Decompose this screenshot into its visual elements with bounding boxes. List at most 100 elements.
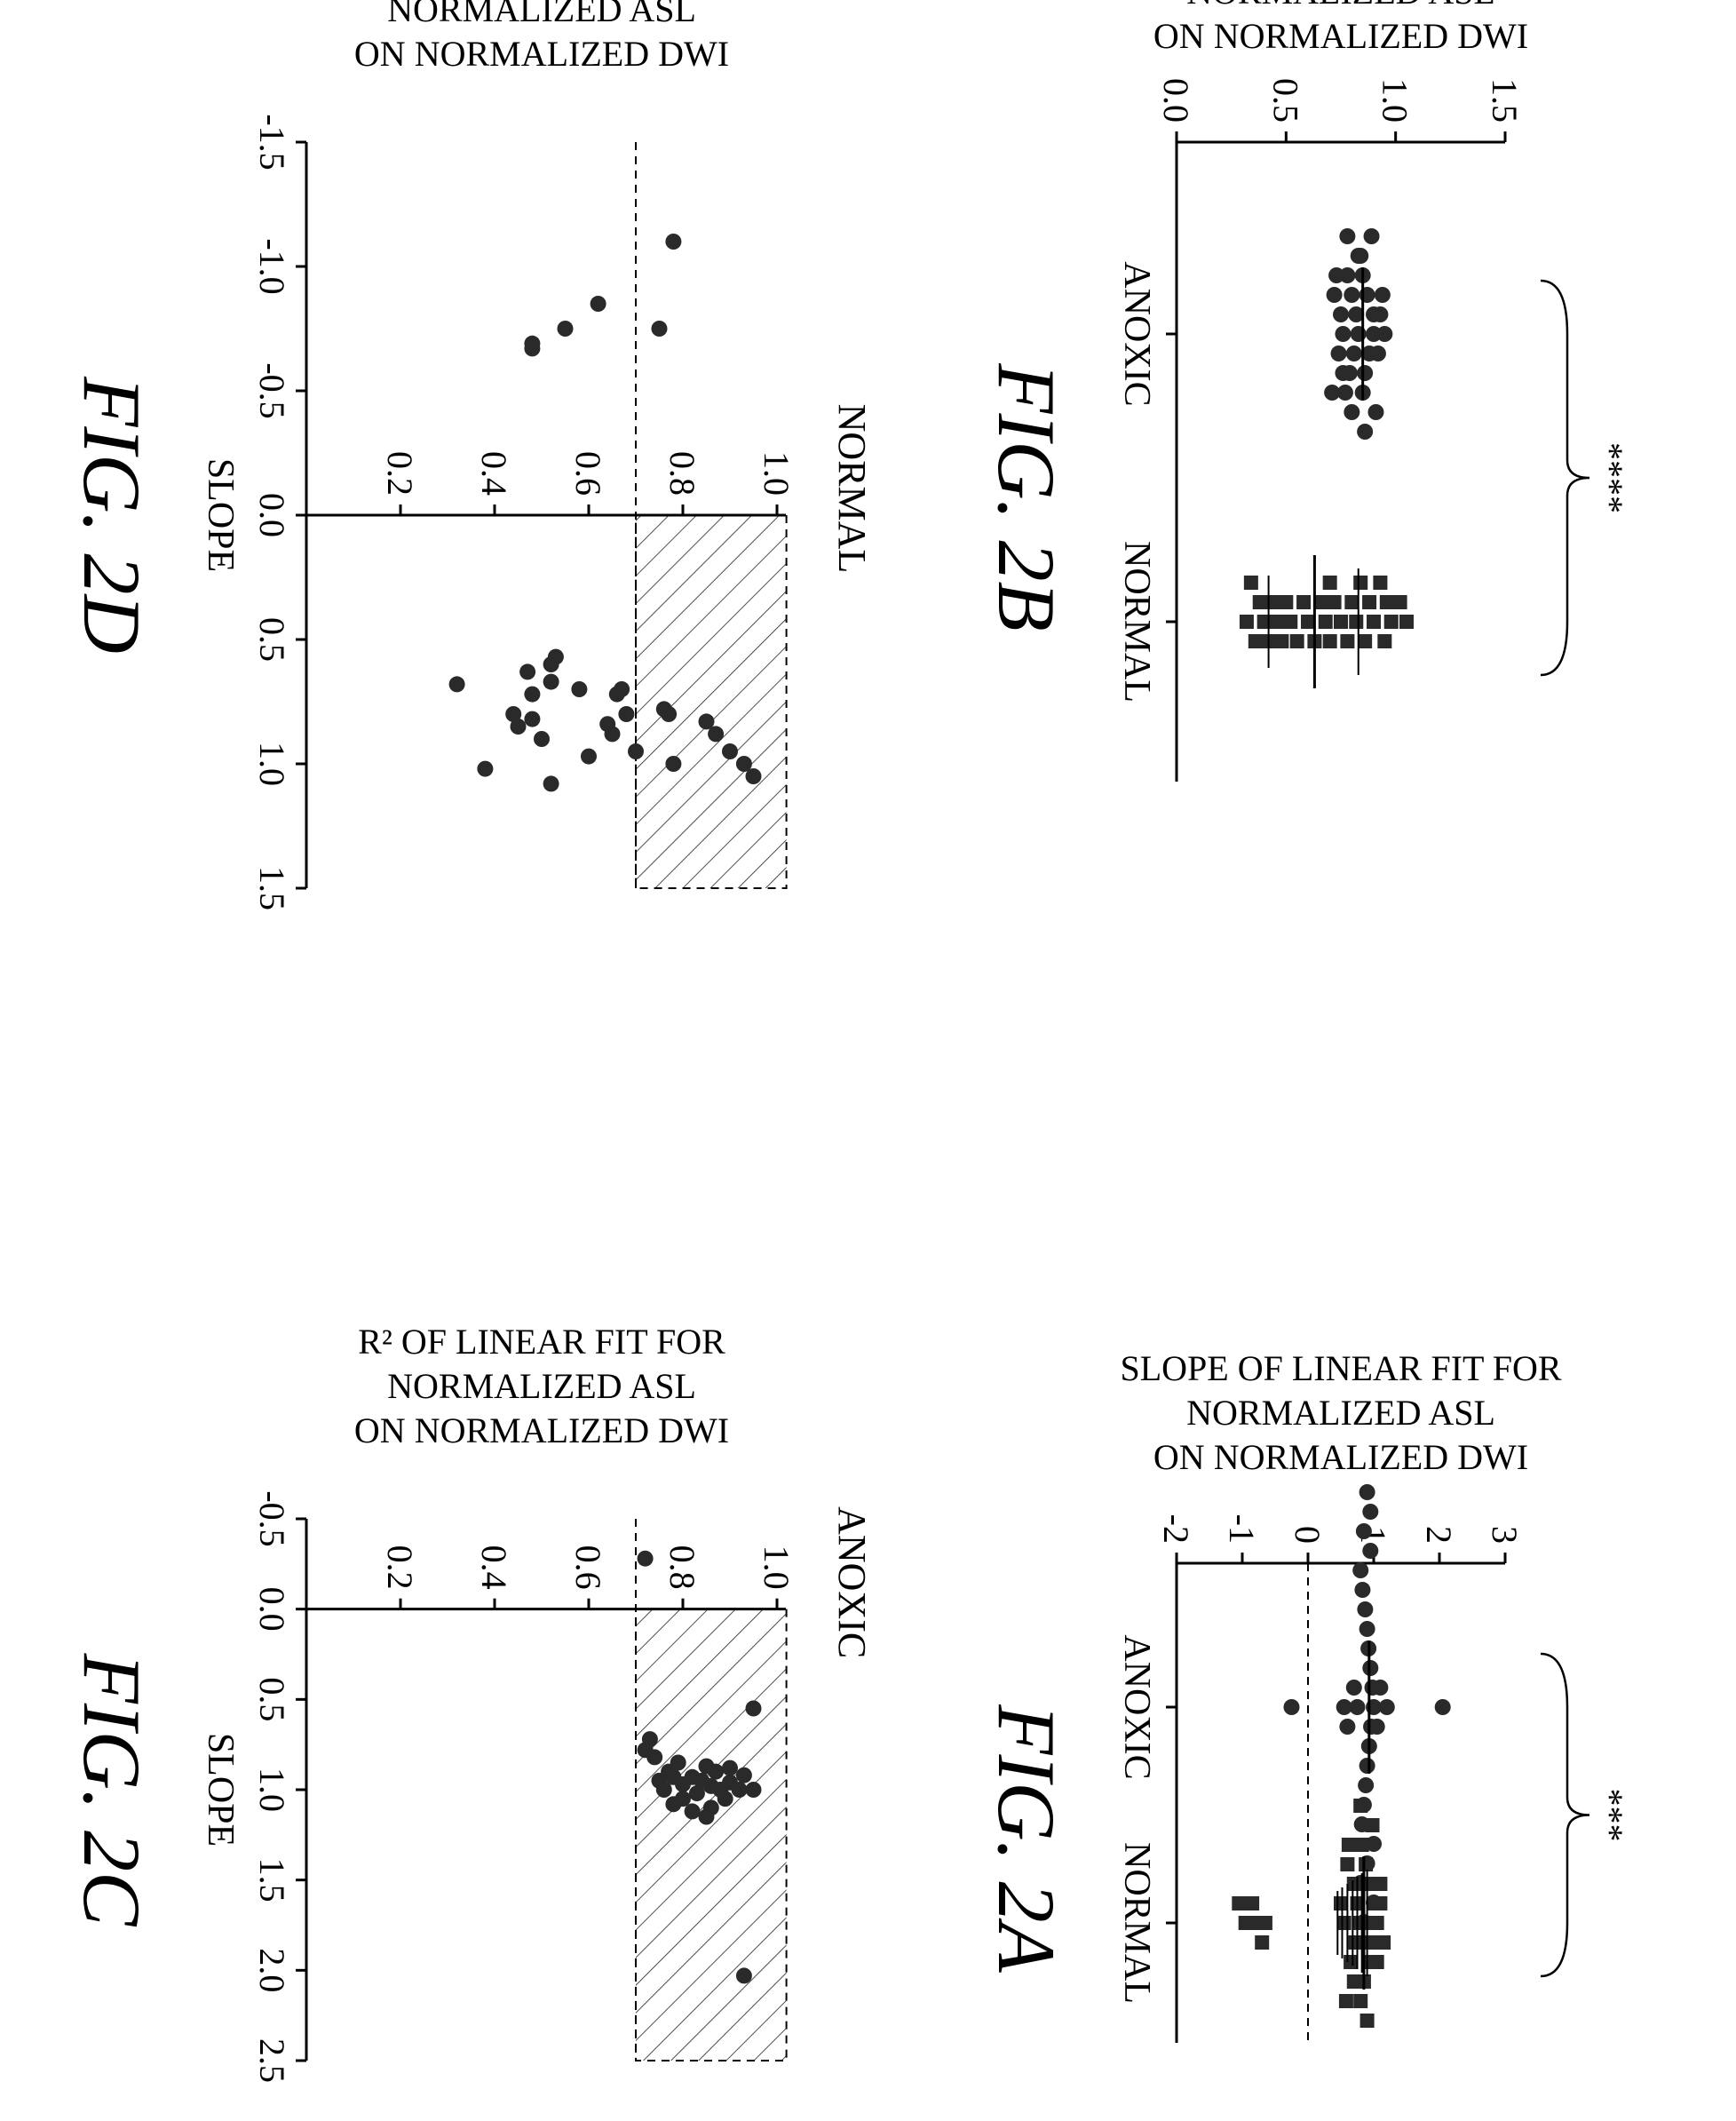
data-point [1283,1699,1300,1715]
data-point [1339,228,1356,244]
data-point [1274,634,1289,648]
y-tick-label: -1 [1222,1514,1262,1544]
data-point [1358,1777,1375,1793]
data-point [688,1785,705,1802]
x-category-label: ANOXIC [1116,1634,1157,1779]
data-point [534,731,550,747]
data-point [1339,1719,1356,1735]
data-point [1363,228,1380,244]
data-point [1313,595,1328,609]
data-point [543,775,559,792]
data-point [1336,1699,1352,1715]
data-point [1372,1680,1389,1696]
y-tick-label: 0.0 [1156,78,1196,123]
data-point [646,1749,663,1766]
data-point [1368,1719,1385,1735]
data-point [1367,615,1381,629]
data-point [1335,326,1352,342]
figure-caption: FIG. 2C [67,1653,157,1927]
data-point [1374,287,1391,303]
y-tick-label: 0.2 [380,1545,420,1590]
data-point [1296,595,1312,609]
data-point [1324,385,1341,401]
data-point [1350,248,1367,264]
data-point [1270,615,1285,629]
data-point [655,701,672,718]
data-point [1239,615,1254,629]
x-tick-label: 1.5 [252,866,292,910]
ylabel-line: NORMALIZED ASL [1186,1393,1495,1433]
data-point [1345,1680,1362,1696]
y-tick-label: 1.0 [1375,78,1415,123]
data-point [1255,1935,1270,1950]
y-tick-label: 0.8 [662,1545,702,1590]
data-point [1392,595,1407,609]
ylabel-line: ON NORMALIZED DWI [354,34,729,74]
data-point [1378,1699,1395,1715]
y-tick-label: 0.4 [474,1545,514,1590]
data-point [1354,1838,1369,1852]
y-tick-label: 1.0 [757,1545,797,1590]
data-point [524,686,541,703]
data-point [1344,595,1359,609]
high-r2-shaded-region [634,1608,788,2061]
y-tick-label: 0.5 [1265,78,1305,123]
data-point [1376,326,1393,342]
data-point [745,1700,762,1717]
data-point [1358,634,1373,648]
data-point [651,321,668,337]
y-tick-label: 3 [1485,1526,1525,1544]
data-point [1353,1799,1368,1813]
data-point [1333,306,1349,322]
data-point [1335,365,1352,381]
data-point [1346,1974,1361,1989]
data-point [722,1774,738,1791]
data-point [1245,1896,1260,1910]
data-point [1434,1699,1451,1715]
data-point [1369,1955,1384,1969]
data-point [1336,1916,1352,1930]
data-point [665,234,682,250]
ylabel-line: NORMALIZED ASL [1186,0,1495,12]
data-point [637,1550,654,1567]
data-point [1353,1994,1368,2008]
data-point [1238,1916,1253,1930]
x-tick-label: 1.0 [252,742,292,786]
data-point [1340,634,1355,648]
data-point [1399,615,1414,629]
data-point [708,726,725,743]
high-r2-shaded-region [634,514,788,889]
data-point [1367,1896,1381,1910]
data-point [1367,404,1384,420]
data-point [745,768,762,784]
x-tick-label: 2.0 [252,1948,292,1992]
data-point [557,321,574,337]
x-tick-label: 0.0 [252,1587,292,1632]
data-point [1359,1621,1375,1637]
data-point [1322,576,1337,590]
data-point [1330,346,1347,361]
data-point [1362,595,1377,609]
x-category-label: ANOXIC [1116,261,1157,406]
x-tick-label: 0.5 [252,1677,292,1721]
data-point [1341,1838,1356,1852]
y-tick-label: -2 [1156,1514,1196,1544]
data-point [519,663,536,680]
figure-caption: FIG. 2A [981,1704,1072,1973]
data-point [1322,634,1337,648]
data-point [1354,1582,1371,1598]
data-point [1366,326,1382,342]
data-point [1334,1896,1348,1910]
ylabel-line: ON NORMALIZED DWI [1153,1437,1528,1477]
data-point [1359,1857,1374,1871]
data-point [1352,1562,1369,1578]
data-point [1348,306,1365,322]
data-point [477,760,494,777]
data-point [1383,615,1399,629]
data-point [665,1796,682,1813]
data-point [524,711,541,727]
y-tick-label: 1.0 [757,451,797,496]
x-tick-label: 1.0 [252,1768,292,1812]
